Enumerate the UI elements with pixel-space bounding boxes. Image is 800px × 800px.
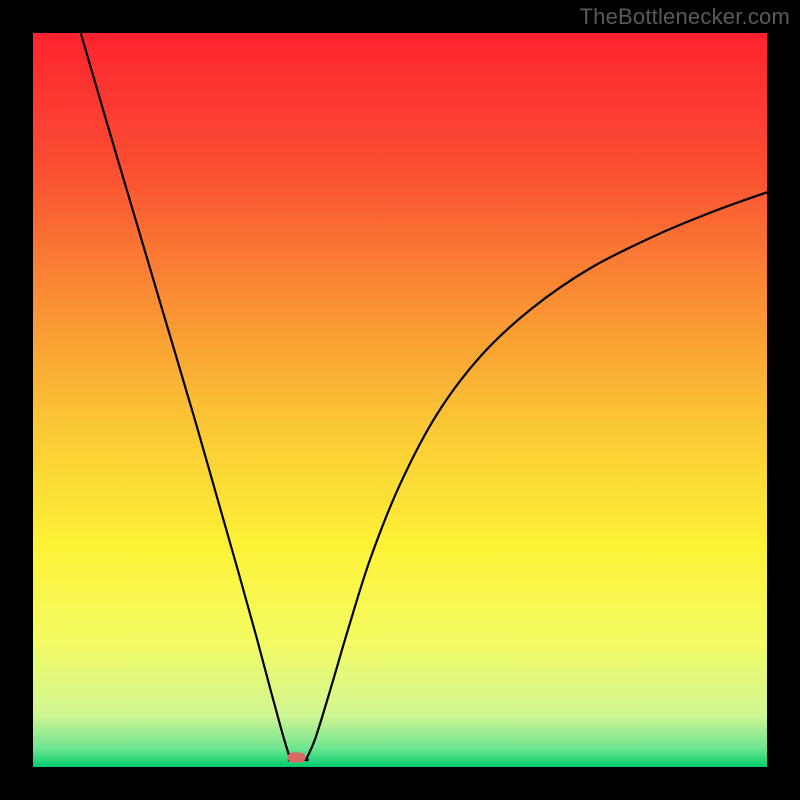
plot-svg — [33, 33, 767, 767]
chart-frame: TheBottlenecker.com — [0, 0, 800, 800]
valley-marker — [288, 752, 306, 762]
plot-area — [33, 33, 767, 767]
plot-background — [33, 33, 767, 767]
watermark-text: TheBottlenecker.com — [580, 4, 790, 30]
